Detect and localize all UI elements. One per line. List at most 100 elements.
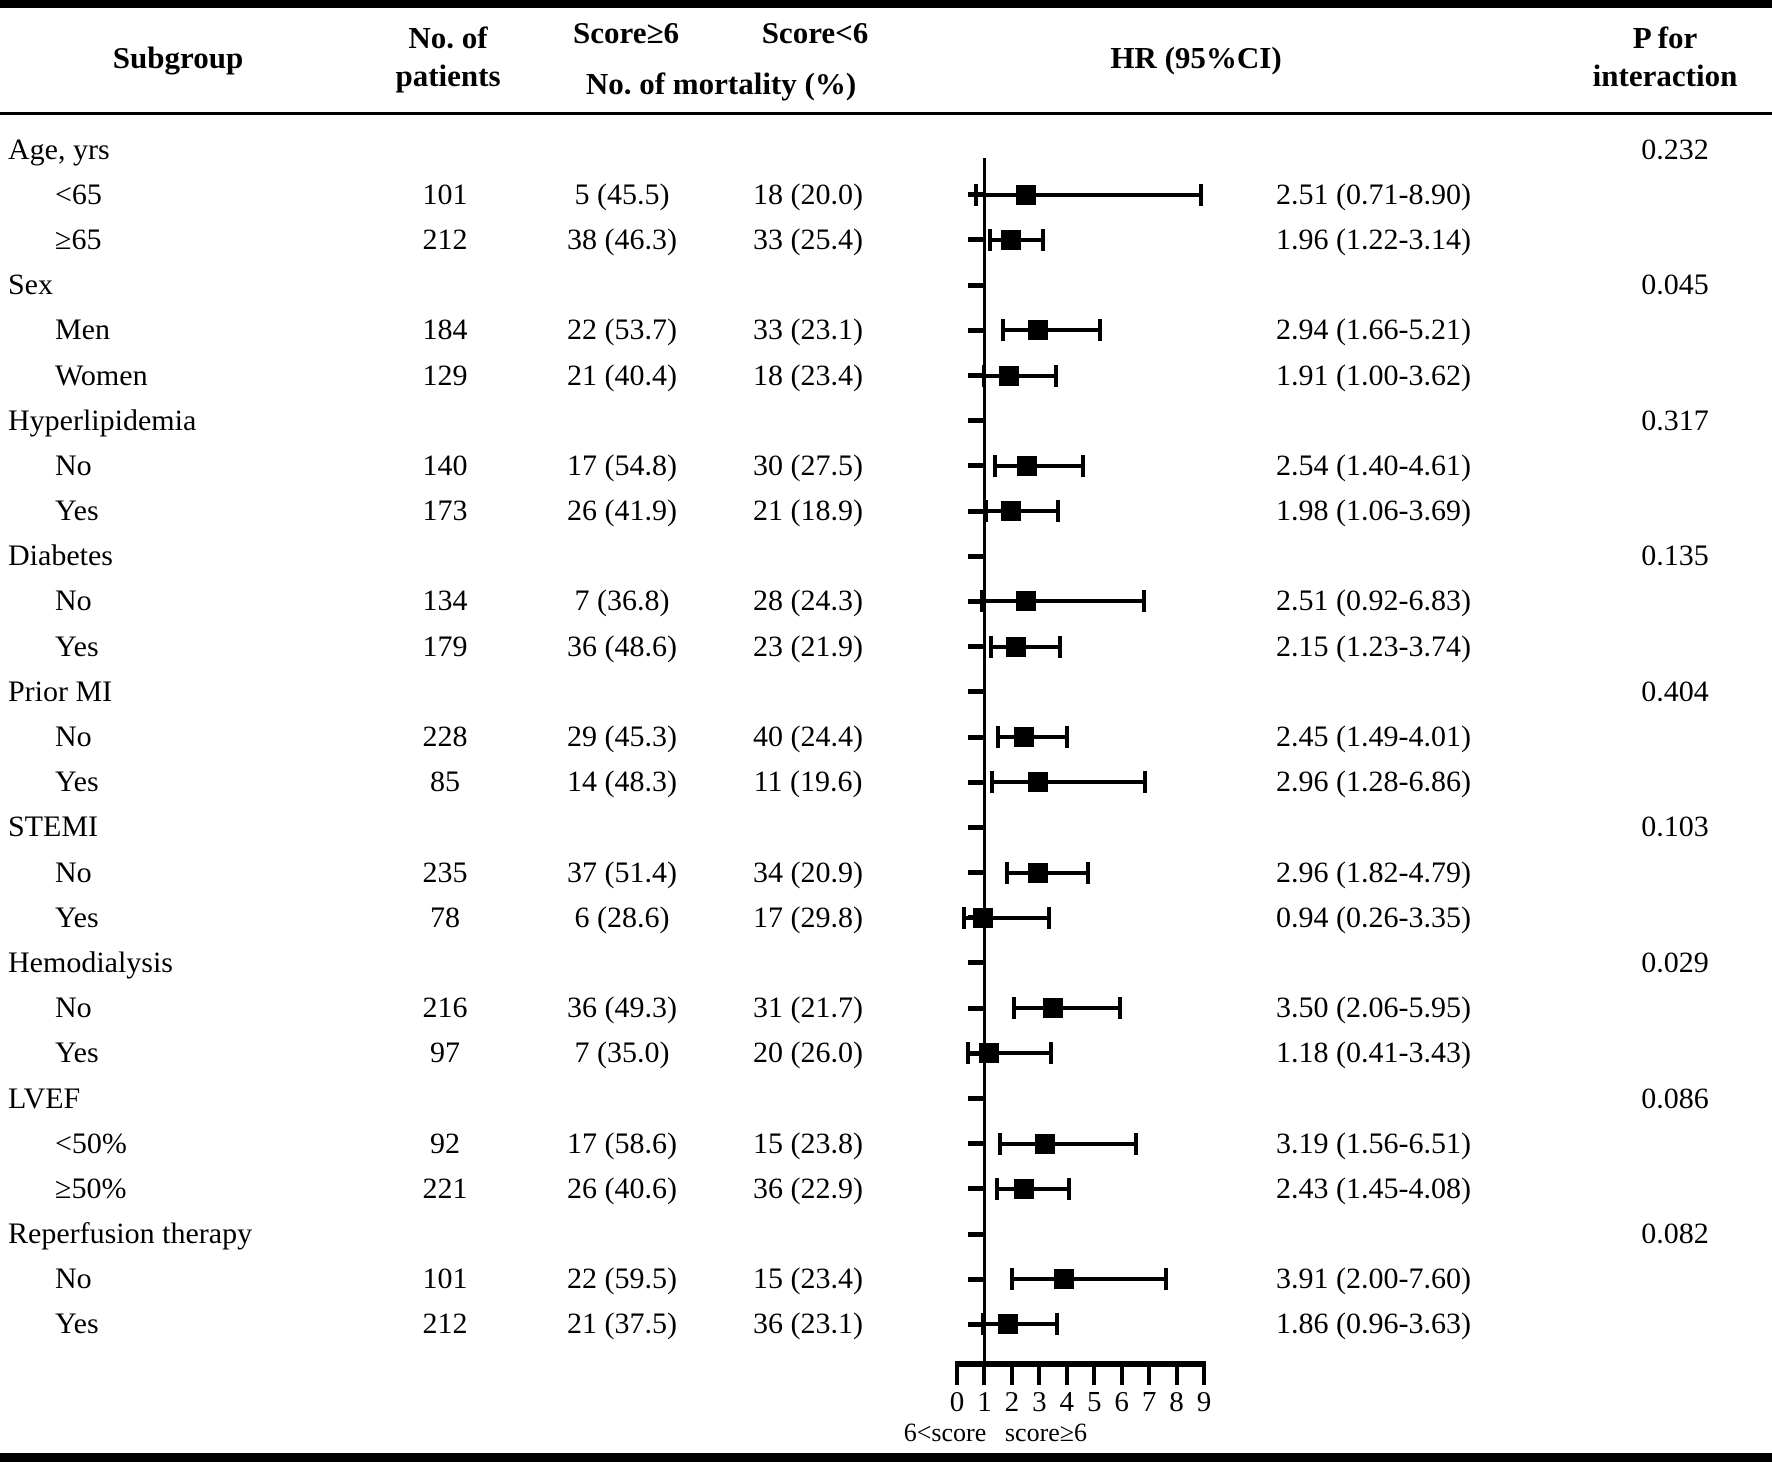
column-header-p-line1: P for [1632,20,1698,55]
ci-cap-lower [974,183,979,206]
mortality-score-ge6: 7 (36.8) [574,584,670,618]
ci-cap-upper [1054,1313,1059,1336]
ci-cap-lower [980,590,985,613]
mortality-score-lt6: 28 (24.3) [753,584,863,618]
axis-row-tick [968,870,984,876]
subgroup-label: Reperfusion therapy [8,1217,253,1251]
ci-line [1011,1277,1166,1282]
ci-line [999,1141,1136,1146]
patients-count: 140 [422,448,468,482]
axis-row-tick [968,689,984,695]
ci-line [976,192,1202,197]
axis-row-tick [968,553,984,559]
ci-cap-lower [962,906,967,929]
table-row-group: LVEF 0.086 [0,1076,1772,1121]
mortality-score-lt6: 18 (23.4) [753,358,863,392]
subgroup-label: Sex [8,268,53,302]
ci-line [995,463,1084,468]
hr-point-marker [1014,727,1035,748]
column-header-mortality: No. of mortality (%) [585,66,857,101]
x-axis-tick [1174,1361,1179,1385]
table-row: <50% 92 17 (58.6) 15 (23.8) 3.19 (1.56-6.51) [0,1121,1772,1166]
patients-count: 101 [422,177,468,211]
hr-ci-text: 1.96 (1.22-3.14) [1276,222,1471,256]
ci-cap-lower [994,1177,999,1200]
table-row: No 228 29 (45.3) 40 (24.4) 2.45 (1.49-4.01) [0,714,1772,759]
hr-point-marker [1054,1269,1075,1290]
x-axis-tick-label: 2 [1004,1386,1020,1418]
ci-cap-upper [1054,364,1059,387]
table-row-group: Hyperlipidemia 0.317 [0,398,1772,443]
x-axis-bar [955,1361,1206,1367]
hr-point-marker [979,1043,1000,1064]
axis-caption-left: 6<score [903,1418,987,1447]
ci-line [982,599,1145,604]
ci-cap-upper [1066,1177,1071,1200]
ci-cap-upper [1097,319,1102,342]
hr-ci-text: 2.43 (1.45-4.08) [1276,1171,1471,1205]
mortality-score-ge6: 14 (48.3) [567,765,677,799]
ci-cap-upper [1142,590,1147,613]
ci-cap-upper [1046,906,1051,929]
ci-cap-lower [984,500,989,523]
column-header-patients-line2: patients [395,58,501,93]
axis-row-tick [968,734,984,740]
axis-row-tick [968,1096,984,1102]
table-row: Yes 97 7 (35.0) 20 (26.0) 1.18 (0.41-3.43) [0,1031,1772,1076]
hr-point-marker [1015,591,1036,612]
ci-cap-upper [1041,228,1046,251]
ci-line [964,915,1049,920]
p-interaction-value: 0.135 [1641,539,1709,573]
ci-cap-lower [982,364,987,387]
mortality-score-lt6: 31 (21.7) [753,991,863,1025]
ci-cap-lower [1011,997,1016,1020]
p-interaction-value: 0.404 [1641,674,1709,708]
x-axis-tick-label: 4 [1059,1386,1075,1418]
mortality-score-ge6: 17 (54.8) [567,448,677,482]
mortality-score-ge6: 5 (45.5) [574,177,670,211]
table-row-group: Age, yrs 0.232 [0,127,1772,172]
ci-line [983,1322,1057,1327]
ci-cap-upper [1118,997,1123,1020]
hr-point-marker [1028,862,1049,883]
mortality-score-ge6: 38 (46.3) [567,222,677,256]
table-row: Yes 179 36 (48.6) 23 (21.9) 2.15 (1.23-3.74) [0,624,1772,669]
x-axis-tick [1201,1361,1206,1385]
table-row-group: STEMI 0.103 [0,805,1772,850]
hr-point-marker [1028,772,1049,793]
ci-cap-upper [1163,1268,1168,1291]
mortality-score-ge6: 21 (37.5) [567,1307,677,1341]
hr-point-marker [1000,229,1021,250]
mortality-score-lt6: 33 (23.1) [753,313,863,347]
table-row-group: Diabetes 0.135 [0,534,1772,579]
hr-ci-text: 1.98 (1.06-3.69) [1276,494,1471,528]
table-row: <65 101 5 (45.5) 18 (20.0) 2.51 (0.71-8.90) [0,172,1772,217]
x-axis-tick [1037,1361,1042,1385]
ci-line [992,780,1146,785]
subgroup-label: Women [55,358,148,392]
axis-row-tick [968,1276,984,1282]
mortality-score-lt6: 17 (29.8) [753,900,863,934]
table-row-group: Sex 0.045 [0,263,1772,308]
axis-row-tick [968,327,984,333]
table-row: No 216 36 (49.3) 31 (21.7) 3.50 (2.06-5.95) [0,986,1772,1031]
axis-row-tick [968,644,984,650]
subgroup-label: No [55,720,92,754]
column-header-p-line2: interaction [1592,58,1738,93]
hr-point-marker [1001,501,1022,522]
table-row: ≥50% 221 26 (40.6) 36 (22.9) 2.43 (1.45-4.08… [0,1166,1772,1211]
column-header-score-ge6: Score≥6 [573,15,679,50]
ci-cap-upper [1081,454,1086,477]
ci-cap-lower [1004,861,1009,884]
mortality-score-lt6: 20 (26.0) [753,1036,863,1070]
mortality-score-lt6: 23 (21.9) [753,629,863,663]
subgroup-label: ≥65 [55,222,102,256]
hr-point-marker [1005,636,1026,657]
axis-row-tick [968,824,984,830]
forest-table-body: Age, yrs 0.232 <65 101 5 (45.5) 18 (20.0) 2.51… [0,127,1772,1347]
mortality-score-ge6: 36 (49.3) [567,991,677,1025]
x-axis-tick-label: 8 [1169,1386,1184,1418]
patients-count: 78 [430,900,460,934]
column-header-hr: HR (95%CI) [1110,40,1282,75]
